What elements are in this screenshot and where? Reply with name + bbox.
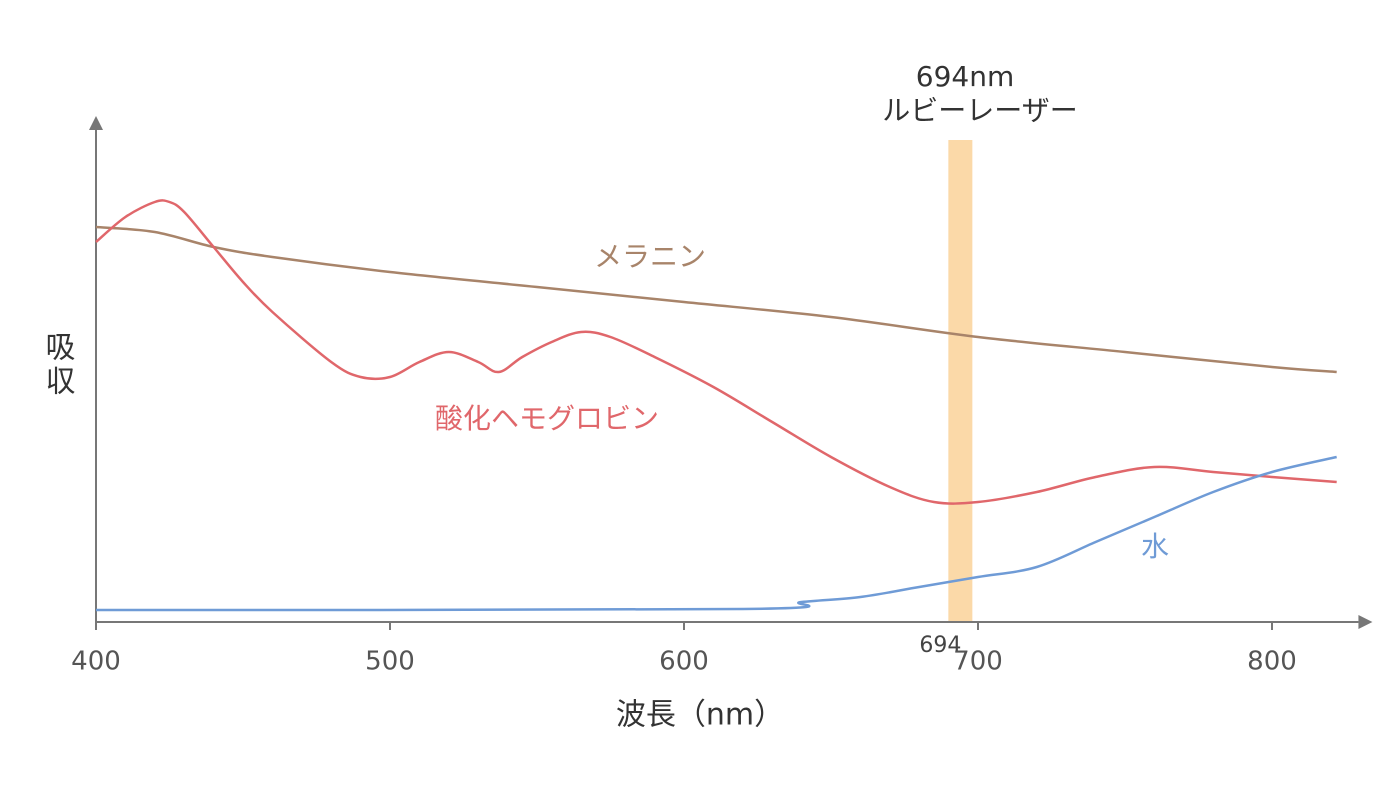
series-line <box>95 199 1337 505</box>
x-tick-label: 800 <box>1247 647 1297 677</box>
x-tick-label: 700 <box>953 647 1003 677</box>
x-tick-label: 600 <box>659 647 709 677</box>
y-axis-arrow <box>89 116 103 130</box>
series-label: 水 <box>1141 530 1169 563</box>
x-axis-arrow <box>1358 615 1373 629</box>
x-axis-label: 波長（nm） <box>616 698 784 733</box>
y-axis-label: 吸収 <box>40 331 75 399</box>
highlight-label: 694 <box>919 633 961 658</box>
x-tick-label: 500 <box>365 647 415 677</box>
series-line <box>95 225 1337 374</box>
highlight-band <box>948 140 973 622</box>
series-label: メラニン <box>594 240 706 273</box>
annotation: ルビーレーザー <box>882 94 1077 127</box>
x-tick-label: 400 <box>71 647 121 677</box>
annotation: 694nm <box>916 60 1014 93</box>
series-line <box>95 455 1337 612</box>
series-label: 酸化ヘモグロビン <box>435 402 659 435</box>
